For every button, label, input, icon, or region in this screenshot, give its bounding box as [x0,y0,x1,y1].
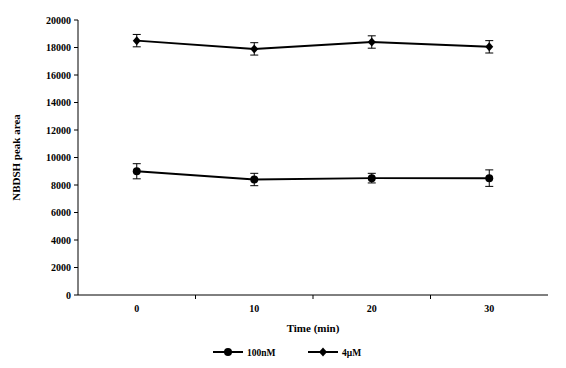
error-cap [368,173,376,174]
error-bar [250,173,258,185]
legend-item: 100nM [213,348,276,358]
x-tick-label: 30 [484,303,494,314]
series-line [137,171,490,179]
error-cap [250,42,258,43]
plot-area [133,34,494,186]
y-tick [74,20,78,21]
y-tick [74,47,78,48]
y-tick-label: 0 [66,290,71,301]
y-tick-label: 2000 [51,262,71,273]
legend-item: 4μM [308,348,361,358]
error-bar [368,36,376,48]
y-tick-label: 6000 [51,207,71,218]
error-cap [485,53,493,54]
legend-label: 100nM [247,348,276,358]
error-cap [133,163,141,164]
y-tick-label: 20000 [46,15,71,26]
point [250,44,258,53]
error-cap [368,35,376,36]
y-tick-label: 16000 [46,70,71,81]
legend-marker [319,348,327,357]
x-tick-label: 0 [134,303,139,314]
chart-svg: 0 2000 4000 6000 8000 10000 12000 14000 16000 180… [0,0,566,368]
error-bar [250,43,258,55]
y-tick [74,75,78,76]
error-cap [250,55,258,56]
series-line [137,41,490,49]
error-cap [133,46,141,47]
y-tick-label: 18000 [46,42,71,53]
y-axis-title: NBDSH peak area [10,114,22,201]
x-tick [430,295,431,299]
legend-label: 4μM [342,348,361,358]
error-bar [485,170,493,187]
y-tick [74,185,78,186]
error-cap [133,178,141,179]
error-bar [368,173,376,183]
legend-marker [224,348,232,356]
y-tick-label: 14000 [46,97,71,108]
error-cap [485,169,493,170]
y-tick-label: 12000 [46,125,71,136]
y-tick-label: 10000 [46,152,71,163]
chart-root: 0 2000 4000 6000 8000 10000 12000 14000 16000 180… [0,0,566,368]
y-tick [74,240,78,241]
y-tick-label: 8000 [51,180,71,191]
error-cap [485,186,493,187]
point [485,174,493,182]
point [133,36,141,45]
point [368,174,376,182]
error-cap [485,40,493,41]
x-tick-label: 20 [367,303,377,314]
x-tick [195,295,196,299]
y-tick [74,267,78,268]
y-tick [74,130,78,131]
error-cap [250,185,258,186]
x-tick-label: 10 [249,303,259,314]
point [133,167,141,175]
error-cap [250,173,258,174]
y-tick-label: 4000 [51,235,71,246]
x-tick [313,295,314,299]
error-cap [133,34,141,35]
error-bar [133,34,141,46]
error-cap [368,182,376,183]
y-tick [74,212,78,213]
y-tick [74,295,78,296]
y-tick [74,157,78,158]
point [368,38,376,47]
error-bar [133,164,141,179]
x-axis-title: Time (min) [287,322,340,335]
error-bar [485,41,493,53]
y-tick [74,102,78,103]
error-cap [368,48,376,49]
point [485,42,493,51]
point [250,176,258,184]
